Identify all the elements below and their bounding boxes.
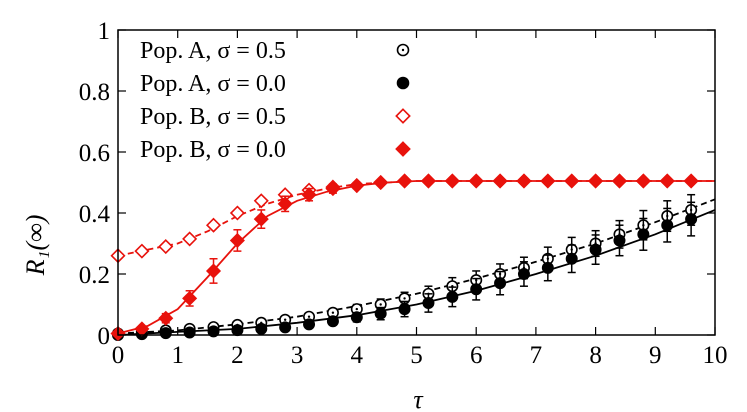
data-point — [207, 325, 220, 338]
data-point — [685, 213, 698, 226]
data-point — [373, 174, 389, 191]
data-point — [683, 173, 699, 189]
legend: Pop. A, σ = 0.5 Pop. A, σ = 0.0 Pop. B, σ … — [140, 38, 411, 163]
data-point — [422, 296, 435, 309]
data-point — [279, 321, 292, 334]
data-point — [325, 181, 341, 197]
x-tick-label: 6 — [470, 342, 483, 369]
x-tick-label: 1 — [171, 342, 184, 369]
data-point — [589, 243, 602, 256]
axis-ticks — [117, 29, 716, 336]
data-point — [301, 187, 317, 203]
data-point — [492, 173, 508, 189]
legend-entry-label: Pop. A, σ = 0.0 — [140, 71, 286, 97]
data-point — [158, 310, 174, 326]
data-point — [659, 173, 675, 189]
data-point — [205, 217, 222, 233]
data-point — [182, 290, 198, 306]
legend-marker — [395, 108, 411, 124]
x-tick-label: 8 — [589, 342, 602, 369]
data-point — [420, 173, 436, 189]
legend-marker — [395, 141, 411, 157]
data-point — [564, 173, 580, 189]
y-axis-label: R₁(∞) — [21, 215, 50, 277]
data-point — [613, 234, 626, 247]
series-line-0 — [117, 198, 716, 335]
data-point — [205, 263, 222, 279]
data-point — [565, 252, 578, 265]
data-point — [158, 239, 174, 255]
x-tick-label: 2 — [231, 342, 244, 369]
data-point — [635, 173, 651, 189]
legend-entry-label: Pop. A, σ = 0.5 — [140, 38, 286, 64]
data-point — [494, 277, 507, 290]
x-tick-label: 7 — [530, 342, 543, 369]
data-point — [516, 173, 532, 189]
data-point — [349, 178, 365, 194]
y-tick-label: 1 — [98, 18, 111, 45]
x-tick-label: 9 — [649, 342, 662, 369]
data-point — [588, 173, 604, 189]
data-point — [446, 290, 459, 303]
data-point — [398, 303, 411, 316]
data-point — [326, 315, 339, 328]
data-point — [468, 173, 484, 189]
data-point — [444, 173, 460, 189]
data-point — [637, 228, 650, 241]
x-tick-label: 10 — [703, 342, 728, 369]
data-point — [253, 211, 269, 227]
data-point — [397, 173, 413, 189]
data-point — [541, 261, 554, 274]
data-point — [661, 219, 674, 232]
data-point — [470, 283, 483, 296]
data-point — [303, 318, 316, 331]
data-point — [229, 232, 245, 248]
data-point — [611, 173, 628, 189]
data-point — [183, 326, 196, 339]
data-point-dot — [307, 315, 311, 318]
data-point — [374, 307, 387, 320]
data-point — [253, 193, 269, 209]
y-tick-label: 0.8 — [79, 79, 110, 106]
legend-marker-dot — [401, 48, 405, 52]
x-tick-label: 5 — [410, 342, 423, 369]
data-point — [277, 196, 293, 212]
y-tick-label: 0 — [98, 323, 111, 350]
data-point-dot — [331, 311, 335, 314]
x-tick-label: 0 — [112, 342, 125, 369]
plot-lines — [117, 180, 716, 336]
data-point — [540, 173, 556, 189]
data-point — [350, 311, 363, 324]
tick-labels: 0 1 2 3 4 5 6 7 8 9 10 0 0.2 0.4 0.6 0.8 1 — [79, 18, 728, 369]
y-tick-label: 0.2 — [79, 262, 110, 289]
series-line-3 — [117, 180, 715, 335]
y-tick-label: 0.4 — [79, 201, 111, 228]
x-tick-label: 3 — [291, 342, 304, 369]
x-axis-label: τ — [413, 385, 424, 412]
data-point-dot — [283, 318, 287, 321]
x-tick-label: 4 — [351, 342, 364, 369]
data-point — [517, 267, 530, 280]
legend-marker — [396, 76, 410, 90]
data-point-dot — [379, 303, 382, 306]
data-point-dot — [355, 307, 358, 311]
data-point — [229, 205, 245, 221]
data-point — [182, 231, 198, 247]
data-point — [255, 322, 268, 335]
plot-marks — [110, 173, 699, 342]
legend-entry-label: Pop. B, σ = 0.5 — [140, 104, 286, 130]
legend-entry-label: Pop. B, σ = 0.0 — [140, 137, 286, 163]
data-point-dot — [403, 297, 406, 300]
y-tick-label: 0.6 — [79, 140, 110, 167]
data-point — [159, 327, 172, 340]
data-point — [134, 243, 150, 259]
